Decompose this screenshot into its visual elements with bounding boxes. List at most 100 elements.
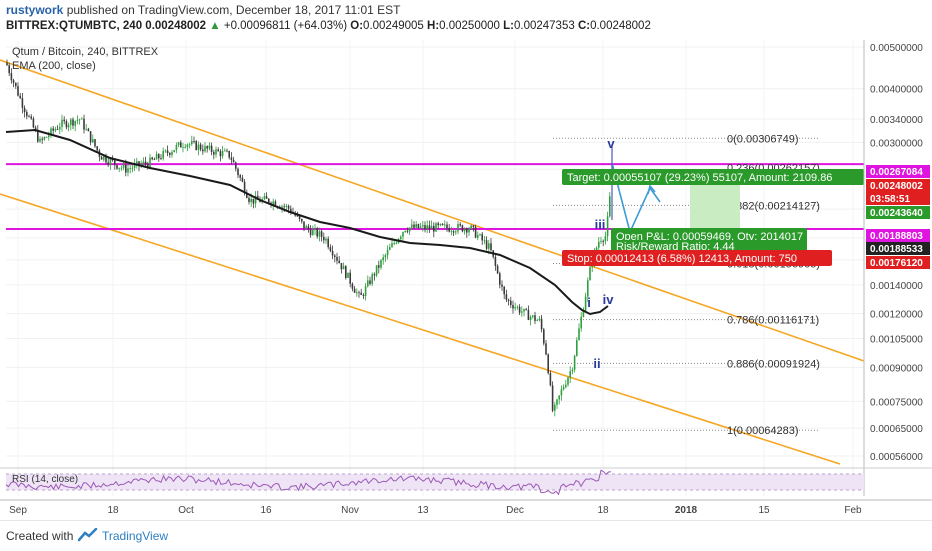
candle-body [556, 399, 558, 405]
wave-label-v: v [607, 136, 615, 151]
candle-body [307, 226, 310, 230]
candle-body [15, 82, 17, 87]
price-tick-label: 0.00075000 [870, 397, 923, 408]
price-badge: 03:58:51 [870, 194, 910, 205]
candle-body [501, 284, 503, 287]
rsi-band [6, 474, 864, 490]
author-link[interactable]: rustywork [6, 3, 64, 17]
candle-body [10, 73, 13, 81]
tradingview-logo-icon[interactable] [78, 528, 98, 542]
candle-body [510, 300, 512, 305]
candle-body [549, 373, 552, 386]
candle-body [468, 229, 470, 233]
candle-body [391, 243, 393, 248]
price-badge: 0.00248002 [870, 181, 923, 192]
candle-body [241, 177, 244, 182]
candle-body [81, 118, 83, 120]
price-tick-label: 0.00140000 [870, 281, 923, 292]
candle-body [448, 228, 450, 232]
tradingview-brand[interactable]: TradingView [102, 529, 169, 543]
candle-body [272, 201, 274, 205]
candle-body [50, 128, 52, 136]
rsi-pane[interactable]: RSI (14, close) [0, 467, 932, 496]
candle-body [408, 227, 411, 232]
projection-line[interactable] [611, 162, 661, 235]
candle-body [186, 144, 189, 147]
candle-body [507, 299, 510, 301]
candle-body [452, 231, 455, 233]
target-label-bg [562, 169, 864, 185]
candle-body [59, 126, 61, 130]
ohlc-line: BITTREX:QTUMBTC, 240 0.00248002 ▲ +0.000… [6, 20, 651, 32]
candle-body [149, 157, 151, 167]
candle-body [246, 192, 248, 198]
candle-body [466, 228, 468, 233]
trend-channel[interactable] [0, 59, 865, 465]
candle-body [96, 146, 98, 151]
candle-body [155, 154, 158, 160]
fib-level-label: 0.382(0.00214127) [727, 200, 820, 212]
candle-body [404, 230, 406, 233]
candle-body [39, 138, 41, 142]
candle-body [336, 256, 338, 261]
candle-body [470, 225, 472, 230]
price-tick-label: 0.00400000 [870, 85, 923, 96]
candle-body [316, 228, 318, 237]
channel-upper-line[interactable] [0, 59, 865, 362]
candle-body [490, 243, 492, 251]
candle-body [560, 389, 563, 396]
candles [6, 59, 611, 417]
candle-body [538, 318, 541, 321]
candle-body [584, 296, 587, 311]
candle-body [221, 151, 224, 157]
candle-body [521, 311, 523, 313]
target-box[interactable] [690, 181, 740, 229]
candle-body [303, 221, 305, 229]
channel-lower-line[interactable] [0, 193, 841, 465]
candle-body [474, 226, 477, 238]
candle-body [358, 292, 360, 294]
candle-body [235, 162, 237, 169]
price-tick-label: 0.00105000 [870, 335, 923, 346]
candle-body [587, 280, 589, 297]
candle-body [514, 307, 516, 309]
candle-body [177, 142, 180, 146]
candle-body [558, 395, 560, 400]
price-tick-label: 0.00090000 [870, 363, 923, 374]
candle-body [338, 260, 340, 264]
candle-body [349, 272, 351, 284]
candle-body [199, 144, 202, 150]
ema-legend: EMA (200, close) [12, 60, 96, 72]
candle-body [327, 238, 329, 248]
candle-body [45, 137, 48, 138]
candle-body [254, 195, 257, 204]
candle-body [48, 135, 50, 138]
rsi-legend: RSI (14, close) [12, 474, 78, 485]
candle-body [415, 223, 417, 228]
time-axis[interactable]: Sep 18 Oct 16 Nov 13 Dec 18 2018 15 Feb [0, 499, 932, 516]
price-chart[interactable]: 0(0.00306749)0.382(0.00214127)0.618(0.00… [0, 40, 932, 518]
candle-body [545, 343, 547, 355]
candle-body [30, 116, 32, 119]
fib-level-label: 0.786(0.00116171) [727, 315, 819, 327]
candle-body [133, 163, 136, 168]
candle-body [17, 86, 19, 96]
candle-body [573, 355, 576, 370]
candle-body [224, 150, 226, 152]
time-tick-label: Oct [178, 505, 194, 516]
candle-body [606, 216, 609, 237]
candle-body [252, 198, 255, 204]
candle-body [76, 120, 79, 121]
candle-body [411, 224, 413, 228]
low-value: 0.00247353 [513, 20, 575, 32]
candle-body [70, 119, 72, 125]
candle-body [422, 225, 424, 227]
candle-body [26, 112, 28, 117]
open-label: O: [350, 20, 364, 32]
candle-body [138, 161, 140, 166]
candle-body [248, 197, 250, 203]
ema-line [5, 128, 609, 316]
time-tick-label: Nov [341, 505, 359, 516]
chart-area[interactable]: 0(0.00306749)0.382(0.00214127)0.618(0.00… [0, 40, 932, 518]
fibonacci-retracement[interactable]: 0(0.00306749)0.382(0.00214127)0.618(0.00… [553, 133, 820, 437]
